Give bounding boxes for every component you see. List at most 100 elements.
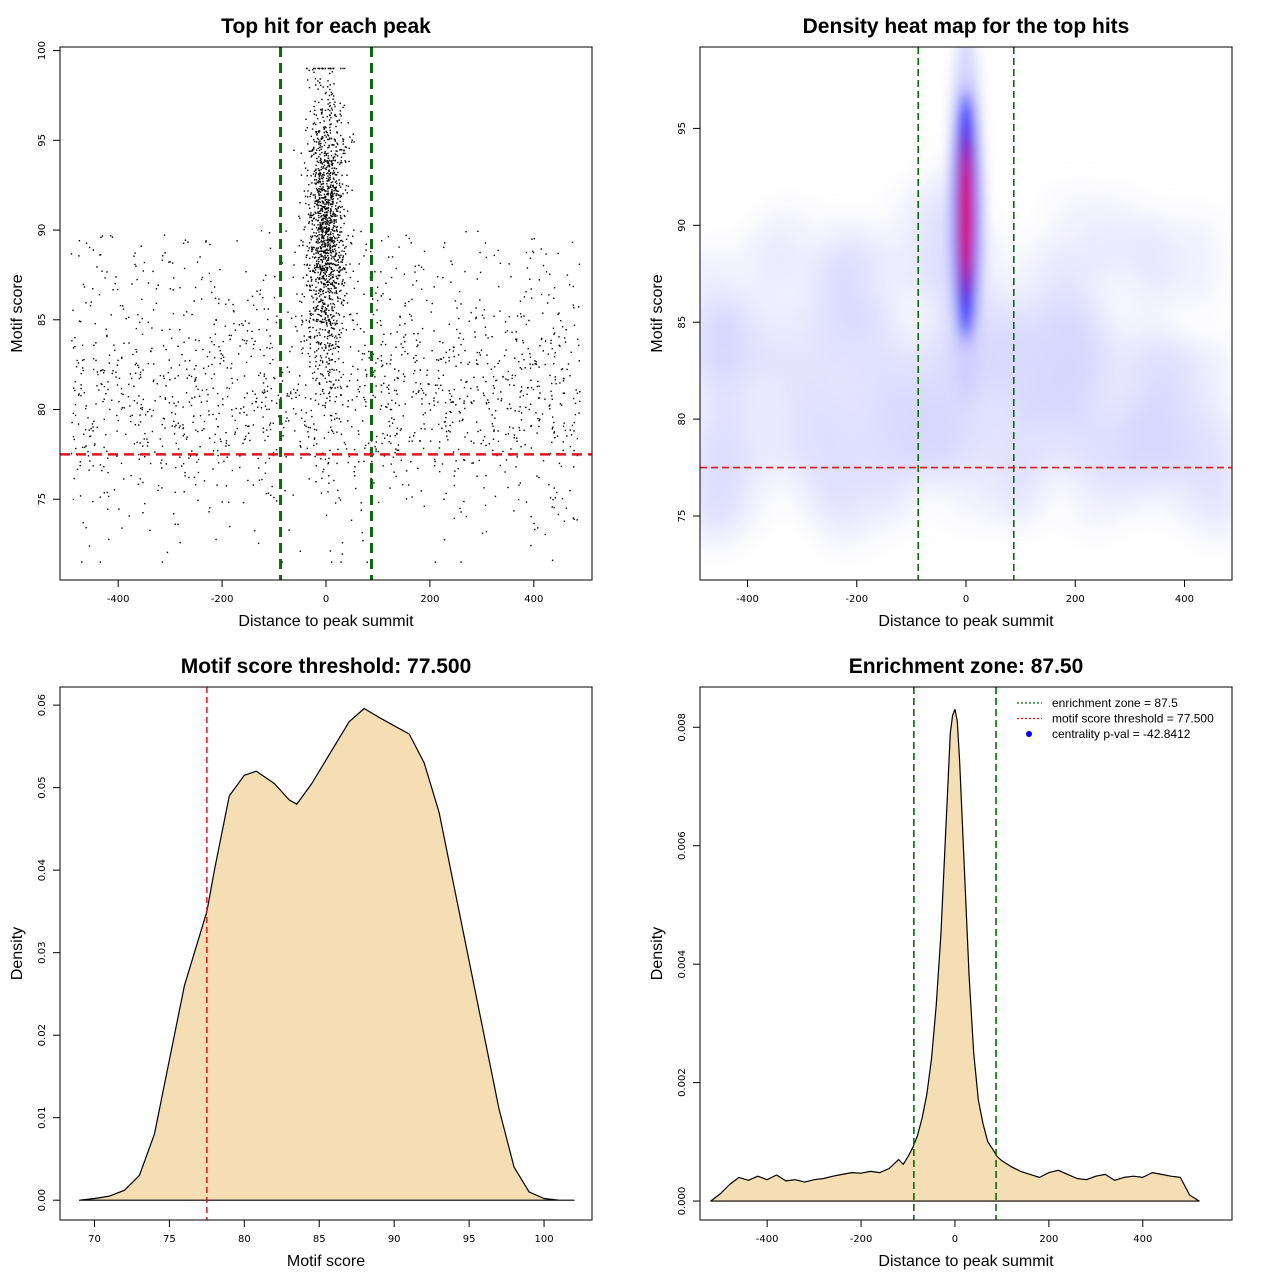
scatter-point [342, 361, 344, 364]
scatter-point [336, 259, 339, 262]
scatter-point [551, 348, 553, 350]
scatter-point [357, 430, 360, 432]
scatter-point [174, 523, 176, 525]
scatter-point [317, 305, 319, 307]
scatter-point [134, 252, 136, 254]
scatter-point [315, 179, 318, 181]
scatter-point [507, 408, 509, 410]
scatter-point [328, 202, 330, 204]
scatter-point [181, 465, 183, 467]
scatter-point [426, 374, 428, 376]
scatter-point [236, 379, 239, 381]
scatter-point [323, 437, 326, 439]
scatter-point [204, 373, 207, 375]
scatter-point [205, 240, 207, 242]
heat-background [700, 159, 1232, 552]
scatter-point [291, 397, 293, 400]
scatter-point [186, 436, 188, 438]
scatter-point [97, 373, 99, 376]
scatter-point [327, 239, 329, 241]
scatter-point [330, 233, 332, 236]
scatter-point [139, 442, 141, 444]
scatter-point [327, 257, 329, 260]
scatter-point [562, 380, 565, 382]
scatter-point [266, 429, 268, 431]
scatter-point [315, 240, 318, 243]
scatter-point [571, 424, 574, 427]
scatter-point [317, 191, 319, 193]
scatter-point [532, 363, 534, 366]
scatter-point [177, 422, 179, 424]
y-axis: 0.000.010.020.030.040.050.06 [37, 694, 61, 1211]
scatter-point [219, 363, 221, 365]
scatter-point [330, 271, 332, 274]
scatter-point [335, 168, 338, 170]
scatter-point [113, 344, 115, 346]
scatter-point [516, 456, 518, 458]
scatter-point [341, 282, 343, 284]
scatter-point [448, 430, 450, 432]
scatter-point [245, 361, 248, 364]
scatter-point [82, 367, 84, 369]
scatter-point [429, 409, 432, 411]
plot-area [700, 47, 1232, 580]
scatter-point [182, 242, 185, 244]
scatter-point [334, 324, 337, 326]
scatter-point [313, 139, 315, 141]
scatter-point [80, 320, 82, 323]
scatter-point [286, 393, 289, 395]
scatter-point [333, 187, 335, 189]
scatter-point [445, 361, 447, 364]
scatter-point [341, 162, 343, 164]
scatter-point [396, 449, 398, 451]
scatter-point [111, 236, 114, 238]
scatter-point [320, 212, 322, 215]
scatter-point [308, 184, 310, 186]
scatter-point [343, 222, 345, 225]
scatter-point [338, 254, 340, 257]
scatter-point [561, 368, 564, 370]
scatter-point [417, 333, 419, 335]
scatter-point [329, 343, 331, 345]
scatter-point [561, 498, 564, 500]
scatter-point [286, 417, 288, 419]
scatter-point [409, 313, 411, 316]
scatter-point [256, 397, 258, 400]
scatter-point [350, 243, 353, 245]
scatter-point [485, 334, 487, 336]
scatter-point [296, 293, 298, 295]
scatter-point [445, 430, 448, 433]
scatter-point [88, 545, 91, 547]
scatter-point [87, 450, 89, 453]
scatter-point [300, 174, 303, 176]
scatter-point [318, 214, 320, 217]
scatter-point [328, 292, 331, 294]
scatter-point [186, 311, 188, 313]
scatter-point [319, 191, 322, 193]
scatter-point [151, 347, 153, 349]
scatter-point [309, 270, 311, 272]
scatter-point [325, 309, 327, 311]
scatter-point [321, 175, 323, 177]
scatter-point [310, 314, 312, 316]
scatter-point [311, 236, 313, 239]
scatter-point [379, 408, 382, 410]
scatter-point [552, 426, 554, 428]
scatter-point [197, 499, 199, 502]
scatter-point [269, 424, 271, 426]
scatter-point [298, 245, 300, 247]
scatter-point [372, 371, 375, 373]
scatter-point [161, 259, 164, 261]
scatter-point [337, 258, 339, 261]
scatter-point [450, 401, 452, 403]
scatter-point [421, 403, 423, 405]
scatter-point [327, 80, 329, 82]
scatter-point [320, 247, 323, 250]
scatter-point [103, 370, 106, 372]
scatter-point [342, 404, 344, 406]
scatter-point [94, 323, 96, 325]
scatter-point [328, 169, 330, 171]
scatter-point [213, 344, 215, 346]
scatter-point [319, 383, 321, 385]
x-tick-label: 0 [963, 594, 969, 605]
